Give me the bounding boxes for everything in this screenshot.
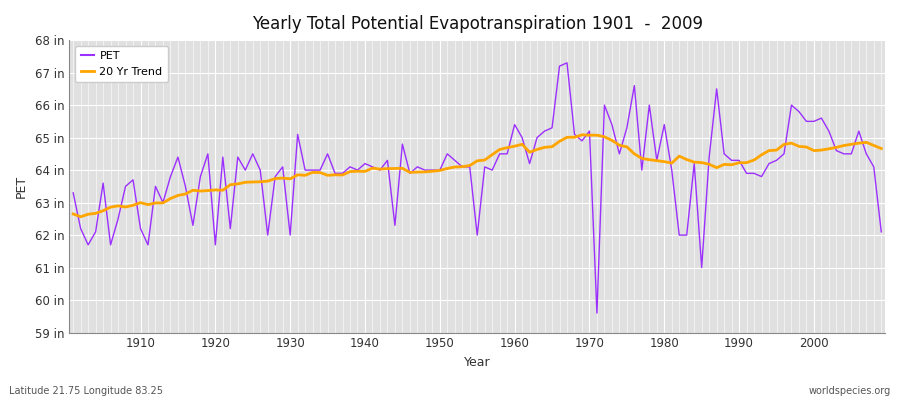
Text: worldspecies.org: worldspecies.org bbox=[809, 386, 891, 396]
X-axis label: Year: Year bbox=[464, 356, 490, 369]
Title: Yearly Total Potential Evapotranspiration 1901  -  2009: Yearly Total Potential Evapotranspiratio… bbox=[252, 15, 703, 33]
Legend: PET, 20 Yr Trend: PET, 20 Yr Trend bbox=[75, 46, 168, 82]
Y-axis label: PET: PET bbox=[15, 175, 28, 198]
Text: Latitude 21.75 Longitude 83.25: Latitude 21.75 Longitude 83.25 bbox=[9, 386, 163, 396]
